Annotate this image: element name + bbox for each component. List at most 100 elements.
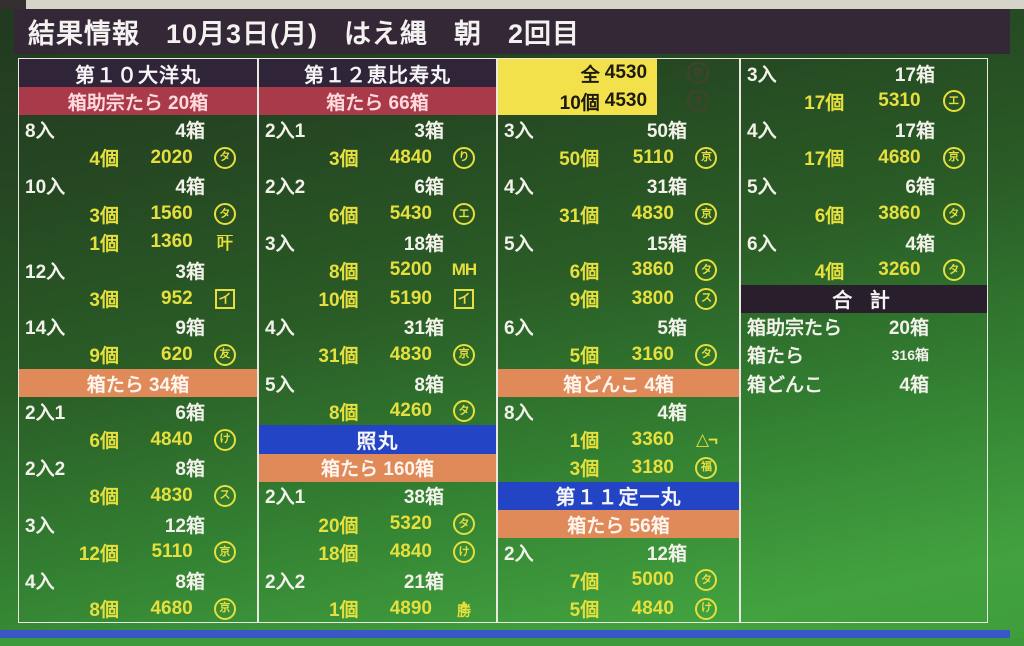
- piece-count: 3個: [569, 459, 600, 481]
- piece-count: 1個: [328, 600, 359, 622]
- highlight-band: 10個 4530: [498, 87, 658, 116]
- price-value: 4530: [604, 62, 648, 84]
- boat-header-row: 第１２恵比寿丸: [259, 59, 496, 88]
- price-value: 5430: [389, 203, 432, 225]
- price-value: 5200: [389, 259, 432, 281]
- boat-header-row: 第１１定一丸: [498, 481, 739, 510]
- piece-count: 10個: [318, 290, 359, 312]
- size-row: 4入 17箱: [741, 115, 987, 143]
- species-banner-row: 箱たら 66箱: [259, 87, 496, 116]
- result-column: 全 4530 京 10個 4530 ス 3入 50箱 50個 5110 京 4入 31箱 31個 4830 京…: [497, 58, 740, 623]
- buyer-mark-cell: ス: [674, 287, 739, 310]
- size-row: 2入2 8箱: [19, 454, 257, 482]
- buyer-mark-cell: タ: [674, 569, 739, 592]
- size-label: 4入: [25, 571, 55, 593]
- piece-count: 5個: [569, 346, 600, 368]
- sale-detail-row: 5個 3160 タ: [498, 341, 739, 369]
- size-label: 2入1: [25, 402, 66, 424]
- buyer-mark-cell: △¬: [674, 430, 739, 450]
- size-label: 4入: [265, 318, 295, 340]
- size-label: 2入2: [25, 459, 66, 481]
- size-label: 6入: [504, 318, 534, 340]
- summary-box-count: 20箱: [888, 318, 929, 340]
- piece-count: 全: [580, 64, 600, 86]
- buyer-mark-cell: 京: [921, 146, 987, 169]
- size-row: 6入 5箱: [498, 313, 739, 341]
- piece-count: 31個: [318, 346, 359, 368]
- sale-detail-row: 6個 3860 タ: [498, 256, 739, 284]
- box-count: 3箱: [414, 120, 444, 142]
- sale-detail-row: 6個 5430 エ: [259, 200, 496, 228]
- price-value: 4840: [631, 597, 674, 619]
- size-label: 3入: [265, 233, 295, 255]
- sale-detail-row: 3個 4840 り: [259, 144, 496, 172]
- box-count: 21箱: [403, 571, 444, 593]
- size-label: 2入1: [265, 120, 306, 142]
- buyer-mark-cell: タ: [193, 146, 257, 169]
- buyer-mark-circle-icon: ス: [213, 484, 236, 507]
- box-count: 4箱: [175, 177, 205, 199]
- species-banner-row: 箱助宗たら 20箱: [19, 87, 257, 116]
- box-count: 38箱: [403, 487, 444, 509]
- box-count: 4箱: [175, 120, 205, 142]
- size-label: 5入: [747, 177, 777, 199]
- buyer-mark-text-icon: △¬: [695, 429, 718, 449]
- sale-detail-row: 8個 4680 京: [19, 595, 257, 623]
- price-value: 4680: [878, 146, 921, 168]
- piece-count: 4個: [89, 149, 119, 171]
- piece-count: 12個: [78, 543, 119, 565]
- price-value: 952: [161, 287, 193, 309]
- size-row: 4入 31箱: [259, 313, 496, 341]
- box-count: 6箱: [905, 177, 935, 199]
- sale-detail-row: 8個 4830 ス: [19, 482, 257, 510]
- size-label: 8入: [25, 120, 55, 142]
- boat-header-row: 第１０大洋丸: [19, 59, 257, 88]
- size-label: 3入: [25, 515, 55, 537]
- sale-detail-row: 6個 3860 タ: [741, 200, 987, 228]
- buyer-mark-circle-icon: 京: [695, 203, 718, 226]
- highlighted-sale-row: 10個 4530 ス: [498, 87, 739, 116]
- price-value: 620: [161, 343, 193, 365]
- price-value: 4840: [150, 428, 193, 450]
- sale-detail-row: 9個 620 友: [19, 341, 257, 369]
- size-label: 2入: [504, 543, 534, 565]
- price-value: 4830: [389, 343, 432, 365]
- sale-detail-row: 1個 3360 △¬: [498, 425, 739, 453]
- sale-detail-row: 18個 4840 け: [259, 538, 496, 566]
- piece-count: 31個: [559, 205, 600, 227]
- box-count: 9箱: [175, 318, 205, 340]
- price-value: 4830: [150, 484, 193, 506]
- box-count: 31箱: [646, 177, 687, 199]
- buyer-mark-circle-icon: ス: [695, 287, 718, 310]
- piece-count: 9個: [89, 346, 119, 368]
- buyer-mark-circle-icon: け: [452, 541, 475, 564]
- size-label: 2入2: [265, 571, 306, 593]
- round-label: 2回目: [508, 19, 581, 49]
- buyer-mark-circle-icon: り: [452, 146, 475, 169]
- size-label: 12入: [25, 261, 66, 283]
- piece-count: 8個: [89, 600, 119, 622]
- size-label: 8入: [504, 402, 534, 424]
- buyer-mark-circle-icon: 福: [695, 456, 718, 479]
- buyer-mark-circle-icon: 京: [942, 146, 965, 169]
- result-column: 第１０大洋丸 箱助宗たら 20箱 8入 4箱 4個 2020 タ 10入 4箱 3個 1560 タ 1個…: [18, 58, 258, 623]
- price-value: 5110: [151, 541, 193, 563]
- sale-detail-row: 9個 3800 ス: [498, 285, 739, 313]
- buyer-mark-circle-icon: エ: [942, 90, 965, 113]
- buyer-mark-cell: エ: [921, 90, 987, 113]
- roof-char: 勝: [456, 602, 471, 619]
- buyer-mark-cell: MH: [432, 260, 496, 280]
- summary-box-count: 4箱: [899, 374, 929, 396]
- piece-count: 7個: [569, 571, 600, 593]
- buyer-mark-cell: タ: [432, 513, 496, 536]
- sale-detail-row: 4個 2020 タ: [19, 144, 257, 172]
- price-value: 2020: [150, 146, 193, 168]
- buyer-mark-circle-icon: 京: [687, 62, 710, 85]
- piece-count: 6個: [89, 431, 119, 453]
- buyer-mark-circle-icon: ス: [687, 90, 710, 113]
- buyer-mark-circle-icon: 京: [452, 343, 475, 366]
- buyer-mark-circle-icon: け: [213, 428, 236, 451]
- size-row: 8入 4箱: [498, 397, 739, 425]
- size-row: 2入2 6箱: [259, 172, 496, 200]
- piece-count: 5個: [569, 600, 600, 622]
